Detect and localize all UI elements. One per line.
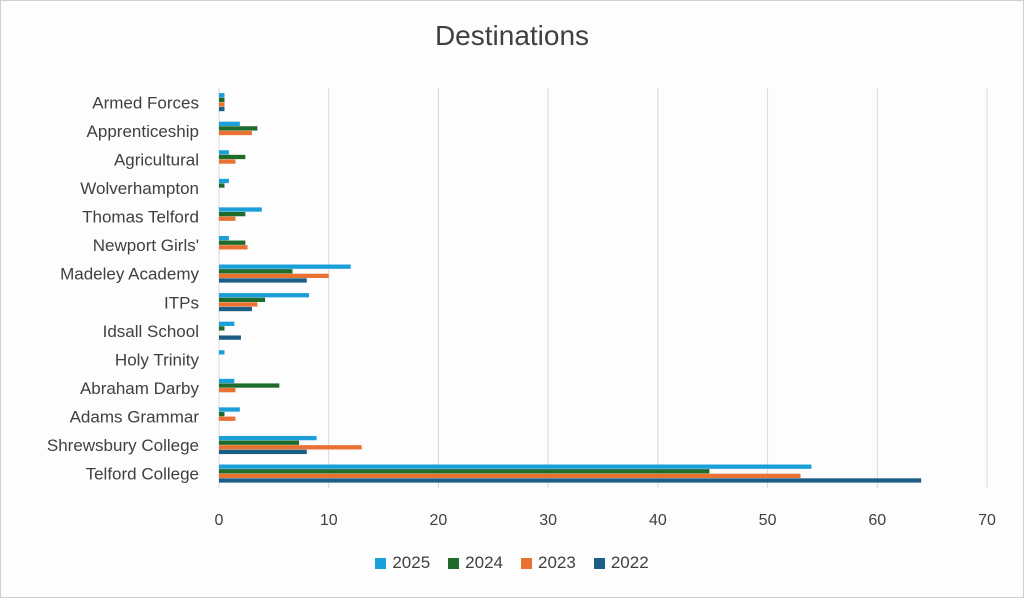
bar-2025 [219, 378, 235, 384]
legend-item-2025: 2025 [375, 553, 430, 573]
bar-2023 [219, 159, 236, 164]
bar-2024 [219, 297, 266, 302]
category-label: Thomas Telford [82, 208, 199, 227]
legend-label: 2024 [465, 553, 503, 572]
category-label: Holy Trinity [115, 350, 200, 369]
category-label: Adams Grammar [70, 408, 200, 427]
bar-2024 [219, 383, 280, 388]
bar-2025 [219, 264, 351, 269]
bar-2024 [219, 211, 246, 217]
legend-item-2023: 2023 [521, 553, 576, 573]
bar-2025 [219, 435, 317, 441]
legend-swatch [521, 557, 532, 569]
x-tick-label: 30 [539, 512, 557, 529]
bar-2023 [219, 388, 236, 393]
category-label: Newport Girls' [93, 236, 199, 255]
bar-2023 [219, 245, 248, 250]
bar-2024 [219, 154, 246, 160]
legend-swatch [375, 557, 387, 569]
legend: 2025 2024 2023 2022 [0, 553, 1024, 573]
legend-label: 2025 [392, 553, 431, 572]
category-label: ITPs [164, 293, 199, 312]
bar-2022 [219, 278, 307, 283]
category-label: Wolverhampton [80, 179, 199, 198]
bar-2023 [219, 216, 236, 221]
category-label: Idsall School [103, 322, 199, 341]
bar-2025 [219, 464, 812, 469]
category-label: Shrewsbury College [47, 436, 199, 455]
legend-swatch [593, 557, 605, 569]
x-tick-label: 40 [649, 512, 667, 529]
bar-2022 [219, 306, 252, 312]
bar-2025 [219, 150, 229, 155]
bar-2024 [219, 326, 225, 331]
bar-2024 [219, 469, 710, 474]
bar-2023 [219, 445, 362, 450]
bar-2023 [219, 416, 236, 421]
bar-2024 [219, 411, 225, 417]
bar-2025 [219, 178, 229, 184]
bar-2024 [219, 126, 258, 131]
bar-2025 [219, 293, 309, 298]
bar-2023 [219, 302, 258, 307]
bar-2022 [219, 449, 307, 455]
category-label: Abraham Darby [80, 379, 200, 398]
bar-2022 [219, 478, 922, 483]
bar-2024 [219, 183, 225, 188]
category-label: Armed Forces [92, 93, 199, 112]
bar-2023 [219, 473, 801, 479]
bar-2025 [219, 93, 225, 98]
bar-2024 [219, 269, 293, 274]
bar-2022 [219, 106, 225, 112]
bar-2025 [219, 407, 240, 412]
x-tick-label: 60 [868, 512, 886, 529]
bar-2025 [219, 235, 229, 241]
bar-2022 [219, 335, 241, 340]
bar-2024 [219, 97, 225, 102]
bar-2025 [219, 207, 262, 212]
x-tick-label: 0 [215, 512, 224, 529]
legend-swatch [448, 557, 460, 569]
bar-2023 [219, 102, 225, 107]
category-label: Madeley Academy [60, 265, 199, 284]
category-label: Agricultural [114, 150, 199, 169]
x-tick-label: 10 [320, 512, 338, 529]
category-label: Telford College [86, 465, 199, 484]
legend-label: 2023 [538, 553, 576, 572]
legend-item-2022: 2022 [593, 553, 649, 573]
legend-item-2024: 2024 [448, 553, 503, 573]
bar-2025 [219, 121, 240, 126]
category-label: Apprenticeship [87, 122, 199, 141]
bar-2023 [219, 273, 329, 279]
x-tick-label: 50 [759, 512, 777, 529]
bar-2024 [219, 440, 300, 445]
bar-2025 [219, 350, 225, 355]
bar-2025 [219, 321, 235, 326]
x-tick-label: 70 [978, 512, 996, 529]
bar-2023 [219, 130, 252, 136]
x-tick-label: 20 [430, 512, 448, 529]
chart-title: Destinations [434, 20, 590, 51]
legend-label: 2022 [610, 553, 649, 572]
bar-2024 [219, 240, 246, 245]
